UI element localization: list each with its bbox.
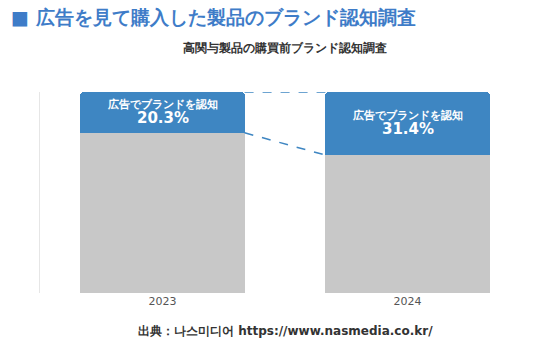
svg-text:2024: 2024: [394, 295, 422, 308]
svg-text:広告でブランドを認知20.3%: 広告でブランドを認知20.3%: [107, 98, 218, 126]
svg-text:出典：나스미디어 https://www.nasmedia.: 出典：나스미디어 https://www.nasmedia.co.kr/: [138, 324, 433, 338]
svg-text:2023: 2023: [149, 295, 177, 308]
svg-text:広告でブランドを認知31.4%: 広告でブランドを認知31.4%: [352, 109, 463, 137]
svg-text:■ 広告を見て購入した製品のブランド認知調査: ■ 広告を見て購入した製品のブランド認知調査: [11, 6, 416, 28]
svg-text:高関与製品の購買前ブランド認知調査: 高関与製品の購買前ブランド認知調査: [183, 41, 387, 55]
